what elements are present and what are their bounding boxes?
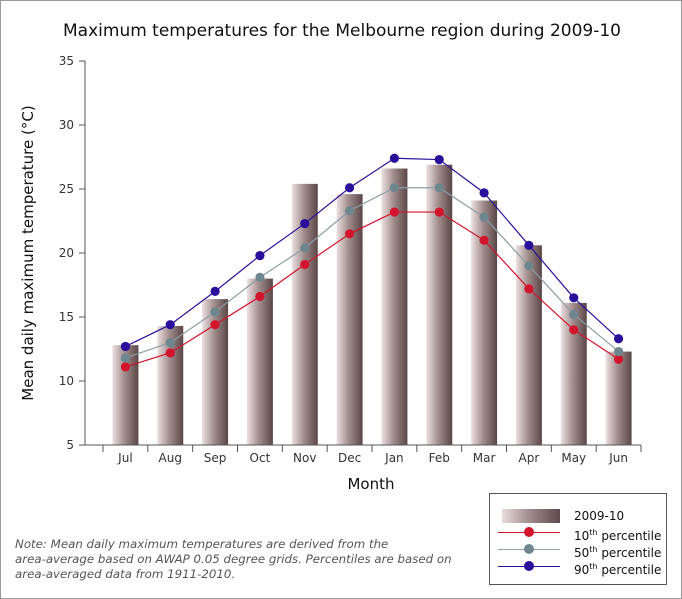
point-p50-jul xyxy=(120,353,131,363)
point-p50-mar xyxy=(479,212,489,222)
point-p90-jan xyxy=(389,153,400,163)
bar-feb xyxy=(426,164,453,445)
x-tick-label-may: May xyxy=(561,451,586,465)
y-tick-label-25: 25 xyxy=(59,182,74,196)
series-line-p90 xyxy=(125,157,619,347)
x-tick-label-nov: Nov xyxy=(293,451,316,465)
y-tick-label-5: 5 xyxy=(66,438,74,452)
footnote-line-1: Note: Mean daily maximum temperatures ar… xyxy=(15,537,389,551)
x-tick-label-oct: Oct xyxy=(250,451,271,465)
point-p10-apr xyxy=(524,284,534,294)
point-p50-aug xyxy=(165,338,175,348)
footnote-line-3: area-averaged data from 1911-2010. xyxy=(15,567,236,581)
legend-label-p10: 10th percentile xyxy=(574,528,662,543)
legend: 2009-10 10th percentile 50th percentile … xyxy=(489,493,667,585)
point-p90-feb xyxy=(434,154,444,165)
legend-item-bar: 2009-10 xyxy=(490,508,666,524)
point-p90-jul xyxy=(120,341,131,352)
legend-bar-swatch xyxy=(502,509,560,523)
bar-oct xyxy=(246,278,273,445)
point-p10-may xyxy=(569,325,579,335)
point-p90-apr xyxy=(524,240,534,250)
x-tick-label-sep: Sep xyxy=(204,451,227,465)
footnote-line-2: area-average based on AWAP 0.05 degree g… xyxy=(15,552,452,566)
point-p50-nov xyxy=(300,243,310,253)
legend-marker-p90 xyxy=(524,561,534,571)
point-p10-feb xyxy=(434,207,444,217)
x-tick-label-mar: Mar xyxy=(473,451,496,465)
point-p10-jan xyxy=(389,207,400,217)
point-p10-sep xyxy=(210,320,220,330)
point-p50-apr xyxy=(524,261,534,271)
y-tick-label-10: 10 xyxy=(59,374,74,388)
point-p10-oct xyxy=(255,291,265,302)
x-tick-label-jul: Jul xyxy=(117,451,132,465)
point-p50-may xyxy=(569,309,579,320)
point-p90-aug xyxy=(165,320,175,330)
chart-title: Maximum temperatures for the Melbourne r… xyxy=(63,21,621,41)
legend-marker-p50 xyxy=(524,544,534,554)
plot-area: 5 10 15 20 25 30 35 Jul Aug Sep Oct Nov Dec Jan Feb Mar… xyxy=(59,54,642,465)
point-p10-aug xyxy=(165,348,175,358)
footnote: Note: Mean daily maximum temperatures ar… xyxy=(15,537,485,582)
point-p10-dec xyxy=(344,229,355,239)
point-p90-dec xyxy=(344,183,355,193)
legend-item-p50: 50th percentile xyxy=(490,542,666,560)
point-p10-jul xyxy=(120,362,131,372)
x-tick-label-aug: Aug xyxy=(159,451,182,465)
point-p10-nov xyxy=(300,259,310,270)
point-p90-nov xyxy=(300,218,310,229)
point-p50-feb xyxy=(434,183,444,193)
point-p50-oct xyxy=(255,272,265,282)
x-axis-label: Month xyxy=(347,475,395,493)
x-tick-label-jan: Jan xyxy=(384,451,404,465)
point-p90-jun xyxy=(613,334,624,344)
y-tick-label-15: 15 xyxy=(59,310,74,324)
x-tick-label-apr: Apr xyxy=(519,451,540,465)
point-p90-mar xyxy=(479,188,489,198)
series-line-p50 xyxy=(125,187,619,359)
bar-may xyxy=(560,302,587,445)
point-p90-may xyxy=(569,293,579,303)
legend-item-p90: 90th percentile xyxy=(490,559,666,577)
point-p50-sep xyxy=(210,307,220,317)
point-p90-sep xyxy=(210,286,220,296)
point-p10-mar xyxy=(479,235,489,245)
legend-label-p90: 90th percentile xyxy=(574,562,662,577)
y-tick-label-20: 20 xyxy=(59,246,74,260)
point-p50-jan xyxy=(389,183,400,193)
x-tick-label-jun: Jun xyxy=(608,451,628,465)
bar-jun xyxy=(605,351,632,445)
point-p50-jun xyxy=(613,346,624,357)
legend-label-p50: 50th percentile xyxy=(574,545,662,560)
point-p50-dec xyxy=(344,206,355,216)
legend-item-p10: 10th percentile xyxy=(490,525,666,543)
point-p90-oct xyxy=(255,250,265,261)
x-tick-label-dec: Dec xyxy=(338,451,361,465)
x-tick-label-feb: Feb xyxy=(429,451,450,465)
y-tick-label-35: 35 xyxy=(59,54,74,68)
legend-marker-p10 xyxy=(524,527,534,537)
legend-label-bar: 2009-10 xyxy=(574,509,625,523)
series-line-p10 xyxy=(125,211,619,368)
point-p10-jun xyxy=(613,354,624,364)
y-tick-label-30: 30 xyxy=(59,118,74,132)
